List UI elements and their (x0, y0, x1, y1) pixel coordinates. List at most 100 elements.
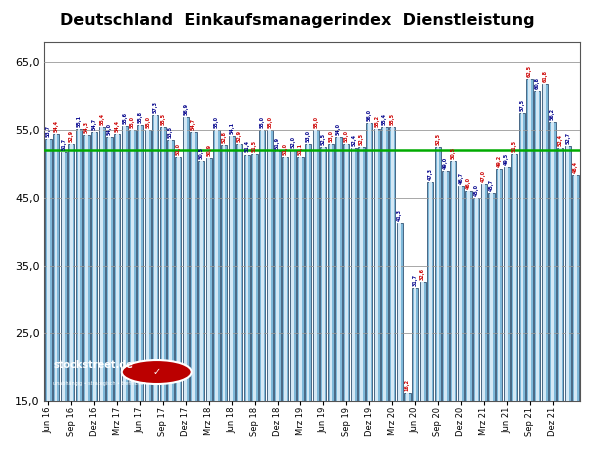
Bar (306, 144, 309, 451)
Text: 55,0: 55,0 (267, 116, 273, 128)
Bar (268, 130, 271, 451)
Bar (68, 144, 74, 451)
Bar (488, 193, 494, 451)
Text: 57,5: 57,5 (519, 99, 524, 111)
Text: 51,5: 51,5 (252, 140, 257, 152)
Bar (83, 135, 90, 451)
Bar (465, 191, 472, 451)
Bar (429, 182, 432, 451)
Bar (129, 130, 136, 451)
Bar (398, 223, 401, 451)
Text: 55,6: 55,6 (122, 112, 127, 124)
Bar (292, 151, 294, 451)
Text: 16,2: 16,2 (405, 379, 410, 391)
Bar (360, 147, 363, 451)
Text: 47,0: 47,0 (481, 170, 486, 182)
Bar (261, 130, 264, 451)
Bar (246, 155, 248, 451)
Bar (368, 123, 371, 451)
Bar (511, 154, 518, 451)
Bar (77, 129, 80, 451)
Text: 55,0: 55,0 (313, 116, 318, 128)
Bar (183, 117, 189, 451)
Bar (534, 91, 540, 451)
Text: 51,5: 51,5 (512, 140, 517, 152)
Bar (70, 144, 73, 451)
Text: 54,7: 54,7 (92, 118, 97, 130)
Bar (99, 128, 105, 451)
Bar (184, 117, 187, 451)
Bar (236, 144, 243, 451)
Bar (352, 148, 355, 451)
Text: 55,0: 55,0 (145, 116, 150, 128)
Bar (351, 148, 357, 451)
Text: 45,7: 45,7 (489, 179, 494, 191)
Text: 52,9: 52,9 (237, 130, 242, 143)
Text: 55,0: 55,0 (214, 116, 219, 128)
Text: 55,5: 55,5 (390, 113, 394, 124)
Bar (139, 124, 142, 451)
Bar (391, 127, 393, 451)
Bar (259, 130, 265, 451)
Text: 55,2: 55,2 (374, 115, 380, 127)
Text: Deutschland  Einkaufsmanagerindex  Dienstleistung: Deutschland Einkaufsmanagerindex Dienstl… (60, 13, 535, 28)
Bar (374, 129, 380, 451)
Text: 54,0: 54,0 (107, 123, 112, 135)
Bar (452, 161, 455, 451)
Text: 31,7: 31,7 (412, 274, 418, 286)
Bar (419, 282, 426, 451)
Bar (328, 144, 334, 451)
Text: 55,1: 55,1 (76, 115, 82, 128)
Bar (206, 158, 212, 451)
Bar (320, 147, 327, 451)
Bar (519, 113, 525, 451)
Bar (282, 157, 289, 451)
Bar (406, 393, 409, 451)
Bar (253, 154, 256, 451)
Text: 55,5: 55,5 (161, 113, 165, 124)
Bar (123, 126, 126, 451)
Text: stockstreet.de: stockstreet.de (53, 360, 133, 370)
Bar (389, 127, 395, 451)
Text: 46,7: 46,7 (458, 172, 464, 184)
Bar (76, 129, 82, 451)
Bar (267, 130, 273, 451)
Bar (175, 157, 181, 451)
Bar (497, 170, 500, 451)
Text: 49,2: 49,2 (497, 155, 502, 167)
Bar (444, 171, 447, 451)
Bar (107, 137, 112, 451)
Bar (299, 156, 302, 451)
Bar (230, 136, 233, 451)
Bar (284, 157, 287, 451)
Bar (336, 137, 342, 451)
Text: 32,6: 32,6 (420, 268, 425, 280)
Bar (543, 84, 546, 451)
Text: 52,4: 52,4 (558, 133, 563, 146)
Bar (161, 127, 164, 451)
Bar (47, 139, 50, 451)
Bar (565, 146, 571, 451)
Text: 50,5: 50,5 (199, 147, 203, 159)
Text: 49,0: 49,0 (443, 156, 448, 169)
Text: 54,3: 54,3 (84, 121, 89, 133)
Text: 53,0: 53,0 (344, 129, 349, 142)
Text: 52,9: 52,9 (69, 130, 74, 143)
Bar (298, 156, 303, 451)
Bar (55, 134, 58, 451)
Text: 45,0: 45,0 (474, 184, 478, 196)
Bar (421, 282, 424, 451)
Bar (221, 145, 227, 451)
Text: ✓: ✓ (153, 367, 161, 377)
Text: 52,7: 52,7 (565, 132, 570, 144)
Bar (121, 126, 128, 451)
Bar (208, 158, 210, 451)
Bar (160, 127, 166, 451)
Bar (314, 130, 317, 451)
Bar (101, 128, 104, 451)
Bar (252, 154, 258, 451)
Bar (152, 115, 158, 451)
Bar (496, 170, 502, 451)
Text: 53,0: 53,0 (328, 129, 333, 142)
Bar (459, 186, 462, 451)
